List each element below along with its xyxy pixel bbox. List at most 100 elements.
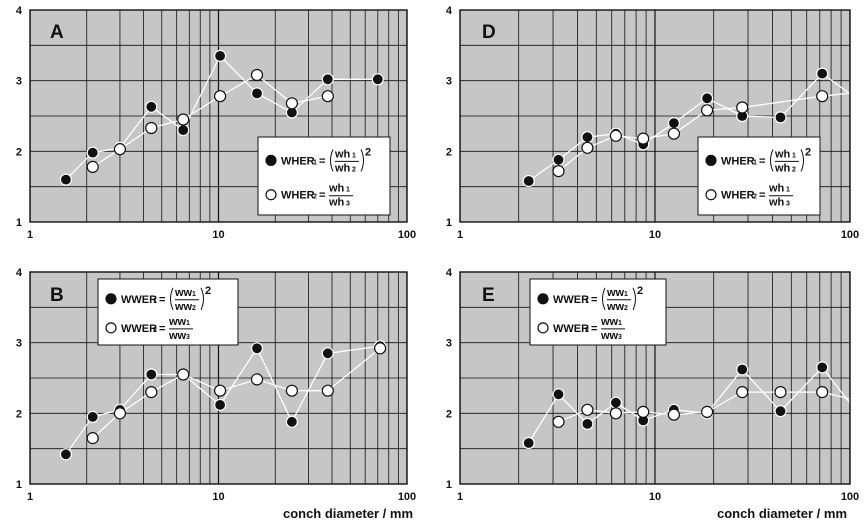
panel-letter: B — [50, 285, 64, 306]
data-point-open — [736, 386, 749, 399]
legend-box — [97, 278, 239, 346]
data-point-filled — [667, 116, 681, 130]
legend-numerator-subscript: 1 — [792, 152, 796, 159]
panel-letter: A — [50, 22, 64, 43]
x-tick-label: 10 — [212, 491, 224, 503]
legend-denominator: ww — [600, 330, 619, 342]
legend-denominator-subscript: 2 — [792, 166, 796, 173]
legend-series-subscript: 1 — [585, 298, 589, 305]
x-tick-label: 1 — [457, 229, 463, 241]
data-point-open — [667, 408, 681, 421]
panel-letter-bg — [44, 21, 70, 43]
legend-paren-right — [360, 149, 364, 172]
legend-marker — [705, 154, 717, 166]
legend-series-subscript: 2 — [153, 327, 157, 334]
series-group — [59, 49, 384, 186]
data-point-open — [86, 432, 99, 445]
series-group — [522, 67, 868, 188]
data-point-open — [860, 397, 868, 408]
legend-denominator-subscript: 2 — [352, 166, 356, 173]
data-point-open — [860, 86, 868, 97]
legend-denominator: wh — [328, 197, 345, 209]
legend-exponent: 2 — [205, 285, 211, 297]
data-point-open — [667, 127, 681, 140]
legend-equals: = — [319, 190, 325, 202]
data-point-filled — [863, 422, 868, 433]
data-point-open — [214, 384, 227, 397]
legend-paren-left — [170, 287, 174, 311]
legend-box — [257, 136, 391, 216]
y-tick-label: 2 — [16, 408, 22, 420]
data-point-filled — [700, 92, 714, 105]
legend-marker — [265, 189, 277, 201]
y-tick-label: 1 — [446, 479, 452, 491]
legend-numerator-subscript: 1 — [624, 291, 628, 298]
data-point-filled — [145, 100, 158, 113]
legend-series-name: WWER — [121, 323, 157, 335]
series-group — [59, 340, 387, 461]
data-point-open — [581, 141, 594, 154]
legend-denominator: wh — [334, 162, 351, 174]
data-point-open — [285, 384, 298, 397]
legend-denominator-subscript: 3 — [786, 201, 790, 208]
y-tick-label: 3 — [16, 338, 22, 350]
legend-numerator: wh — [334, 148, 351, 160]
x-tick-label: 100 — [398, 491, 416, 503]
legend-paren-left — [770, 149, 774, 172]
x-tick-label: 100 — [398, 229, 416, 241]
x-tick-label: 10 — [649, 229, 661, 241]
panel-letter: D — [482, 22, 496, 43]
data-point-filled — [774, 111, 787, 124]
data-point-filled — [214, 398, 227, 411]
legend-denominator: ww — [606, 301, 625, 313]
legend-equals: = — [319, 155, 325, 167]
data-point-filled — [736, 363, 749, 376]
data-point-open — [609, 129, 623, 142]
legend-numerator: ww — [600, 316, 619, 328]
data-point-filled — [774, 405, 787, 418]
legend-exponent: 2 — [805, 146, 811, 158]
panel-letter-bg — [476, 21, 502, 43]
legend-equals: = — [759, 155, 765, 167]
data-point-filled — [177, 124, 190, 137]
legend-exponent: 2 — [637, 285, 643, 297]
legend-paren-right — [200, 287, 204, 311]
data-point-open — [736, 101, 749, 114]
data-point-filled — [552, 388, 565, 401]
data-point-filled — [214, 49, 227, 63]
legend-numerator-subscript: 1 — [192, 291, 196, 298]
legend-series-name: WHER — [281, 190, 315, 202]
x-tick-label: 1 — [27, 229, 33, 241]
legend-series-name: WHER — [721, 190, 755, 202]
data-point-filled — [59, 173, 73, 186]
y-tick-label: 3 — [446, 338, 452, 350]
plot-frame — [459, 271, 851, 485]
legend-box — [697, 136, 821, 216]
legend-equals: = — [591, 323, 597, 335]
data-point-open — [145, 386, 158, 399]
legend-numerator: wh — [328, 183, 345, 195]
data-point-filled — [86, 410, 99, 423]
data-point-open — [581, 403, 594, 416]
panel-letter: E — [482, 285, 495, 306]
data-point-filled — [321, 347, 334, 360]
data-point-open — [145, 121, 158, 135]
series-group — [522, 361, 868, 450]
data-point-filled — [581, 417, 594, 430]
y-tick-label: 2 — [446, 408, 452, 420]
y-tick-label: 4 — [446, 267, 453, 279]
data-point-open — [250, 373, 264, 386]
series-line-filled — [65, 345, 381, 455]
y-tick-label: 4 — [446, 5, 453, 17]
legend-numerator-subscript: 1 — [352, 152, 356, 159]
data-point-open — [816, 386, 829, 399]
data-point-filled — [816, 361, 829, 374]
legend-denominator: wh — [768, 197, 785, 209]
data-point-filled — [522, 436, 535, 450]
plot-frame — [29, 271, 408, 485]
data-point-filled — [86, 146, 99, 159]
y-tick-label: 3 — [16, 76, 22, 88]
data-point-open — [374, 342, 387, 355]
